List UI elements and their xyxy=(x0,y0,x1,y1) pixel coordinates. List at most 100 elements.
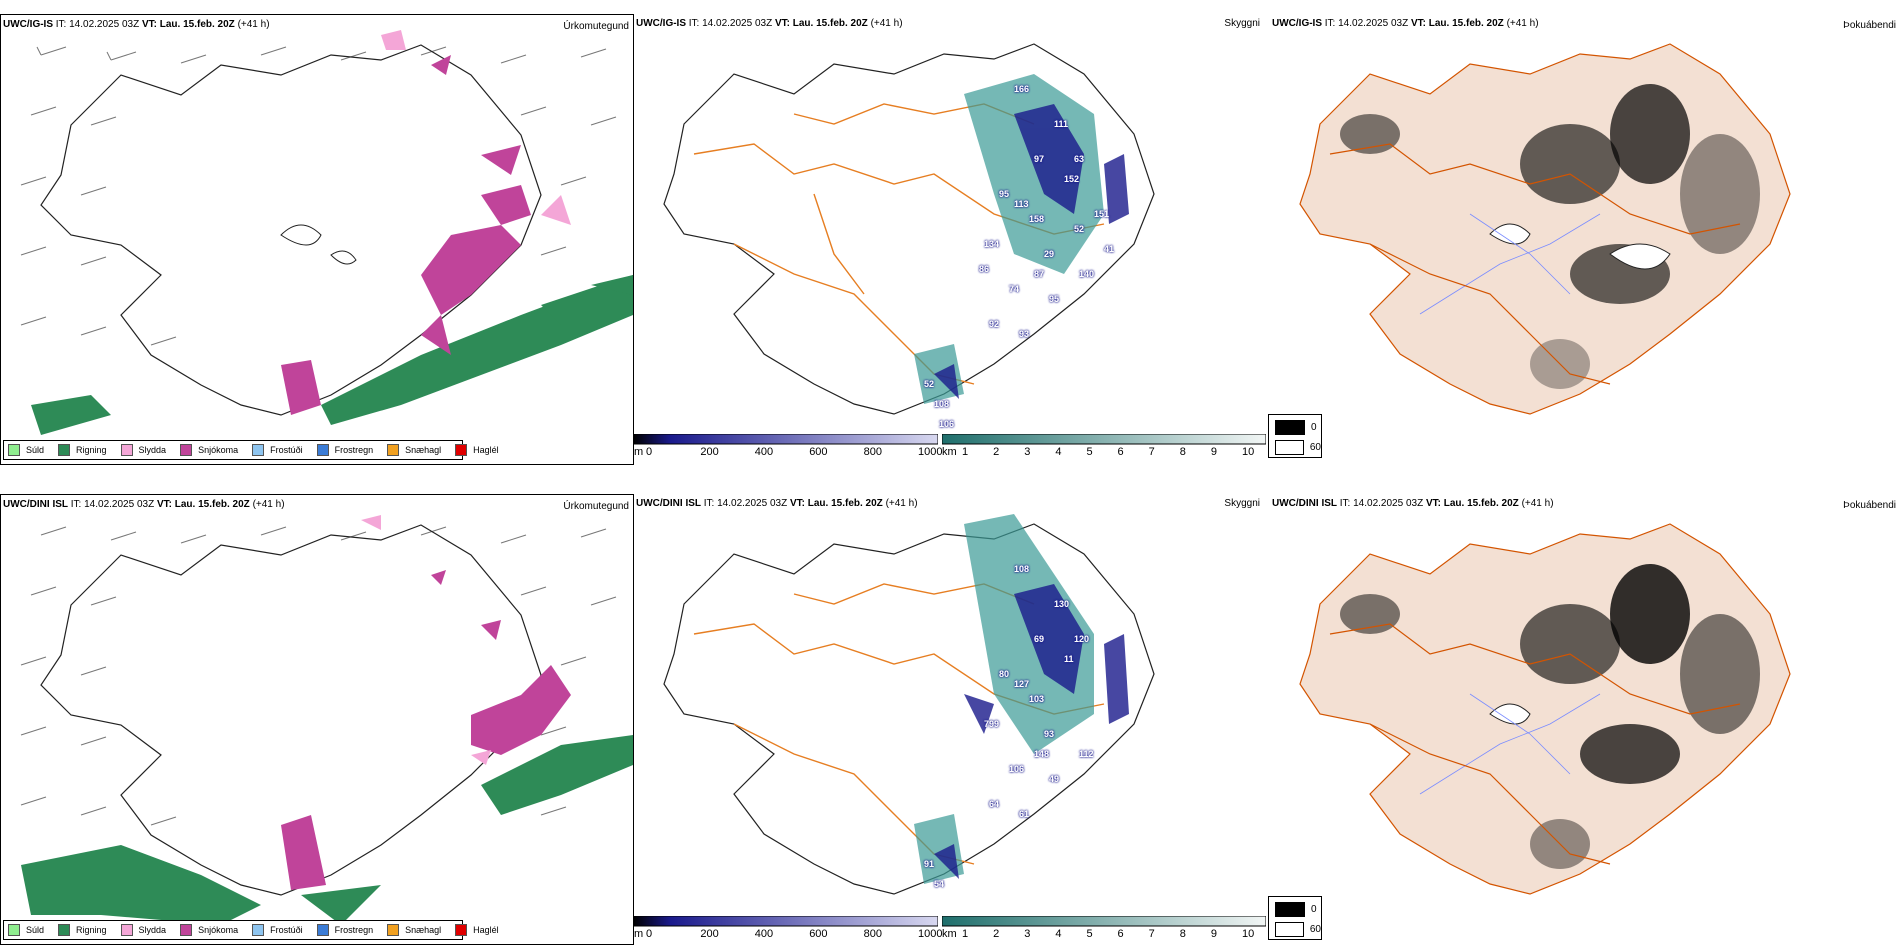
colorbar-tick-label: 7 xyxy=(1148,446,1155,458)
legend-item: Súld xyxy=(8,924,44,936)
it-label: IT: xyxy=(703,498,715,509)
vis-value-label: 54 xyxy=(934,879,945,889)
vis-value-label: 11 xyxy=(1064,654,1074,664)
vis-value-label: 92 xyxy=(989,319,1000,329)
vis-value-label: 108 xyxy=(1014,564,1030,574)
vis-value-label: 87 xyxy=(1034,269,1045,279)
visibility-map-row2 xyxy=(663,514,1155,895)
colorbar-tick-label: 9 xyxy=(1210,928,1217,940)
elevation-unit: m xyxy=(634,446,644,458)
colorbar-tick-label: 5 xyxy=(1086,446,1093,458)
legend-item: Snjókoma xyxy=(180,924,238,936)
precip-type-panel-row1: UWC/IG-IS IT: 14.02.2025 03Z VT: Lau. 15… xyxy=(0,14,634,465)
colorbar-tick-label: 600 xyxy=(809,446,828,458)
fog-legend-row1: 0 60 xyxy=(1268,414,1322,458)
vis-value-label: 64 xyxy=(989,799,1000,809)
vis-value-label: 41 xyxy=(1104,244,1115,254)
visibility-unit: km xyxy=(942,928,957,940)
vis-value-label: 106 xyxy=(1009,764,1025,774)
it-value: 14.02.2025 03Z xyxy=(84,499,155,510)
colorbar-tick-label: 800 xyxy=(863,928,882,940)
rain-areas xyxy=(21,735,633,925)
colorbar-tick-label: 8 xyxy=(1179,928,1186,940)
vis-value-label: 93 xyxy=(1044,729,1055,739)
product-type: Skyggni xyxy=(1224,498,1260,509)
vis-value-label: 80 xyxy=(999,669,1010,679)
vis-value-label: 91 xyxy=(924,859,935,869)
panel-header: UWC/DINI ISL IT: 14.02.2025 03Z VT: Lau.… xyxy=(1272,498,1554,509)
legend-item: Slydda xyxy=(120,924,166,936)
colorbar-tick-label: 3 xyxy=(1024,928,1031,940)
lead-time: (+41 h) xyxy=(885,498,918,509)
visibility-colorbar-row2: km 1 2 3 4 5 6 7 8 9 10 xyxy=(941,915,1267,946)
it-label: IT: xyxy=(1339,498,1351,509)
vis-value-label: 151 xyxy=(1094,209,1110,219)
vis-value-label: 52 xyxy=(924,379,935,389)
legend-item: Haglél xyxy=(455,924,499,936)
legend-item: Rigning xyxy=(58,444,107,456)
it-label: IT: xyxy=(70,499,82,510)
visibility-unit: km xyxy=(942,446,957,458)
legend-item: Snæhagl xyxy=(387,924,441,936)
vis-value-label: 166 xyxy=(1014,84,1030,94)
vis-value-label: 52 xyxy=(1074,224,1085,234)
model-name: UWC/DINI ISL xyxy=(1272,498,1337,509)
model-name: UWC/DINI ISL xyxy=(3,499,68,510)
product-type: Úrkomutegund xyxy=(563,21,629,32)
fog-map-row2 xyxy=(1299,523,1791,895)
legend-item: Rigning xyxy=(58,924,107,936)
vis-value-label: 106 xyxy=(939,419,955,429)
lead-time: (+41 h) xyxy=(1506,18,1539,29)
elevation-colorbar-row2: m 0 200 400 600 800 1000 xyxy=(633,915,942,946)
colorbar-tick-label: 3 xyxy=(1024,446,1031,458)
elevation-colorbar-gradient xyxy=(633,915,939,927)
colorbar-tick-label: 4 xyxy=(1055,446,1062,458)
colorbar-tick-label: 6 xyxy=(1117,446,1124,458)
product-type: Þokuábendi xyxy=(1843,500,1896,511)
vis-value-label: 111 xyxy=(1054,119,1069,129)
vt-label: VT: xyxy=(774,18,790,29)
lead-time: (+41 h) xyxy=(870,18,903,29)
vt-label: VT: xyxy=(141,19,157,30)
product-type: Úrkomutegund xyxy=(563,501,629,512)
river-network xyxy=(1419,693,1601,795)
precip-map-row1 xyxy=(20,30,633,435)
colorbar-tick-label: 10 xyxy=(1242,446,1255,458)
sleet-areas xyxy=(381,30,571,225)
legend-item: Snjókoma xyxy=(180,444,238,456)
vis-value-label: 97 xyxy=(1034,154,1045,164)
visibility-colorbar-gradient xyxy=(941,433,1267,445)
legend-item: Frostúði xyxy=(252,924,303,936)
it-label: IT: xyxy=(688,18,700,29)
legend-item: Frostúði xyxy=(252,444,303,456)
precip-map-row2 xyxy=(20,515,633,925)
wind-barbs xyxy=(20,526,617,826)
product-type: Skyggni xyxy=(1224,18,1260,29)
elev-shading xyxy=(934,584,1129,879)
vis-value-label: 799 xyxy=(984,719,1000,729)
vt-label: VT: xyxy=(789,498,805,509)
fog-panel-row1: UWC/IG-IS IT: 14.02.2025 03Z VT: Lau. 15… xyxy=(1270,14,1900,465)
rain-areas xyxy=(31,275,633,435)
panel-header: UWC/IG-IS IT: 14.02.2025 03Z VT: Lau. 15… xyxy=(1272,18,1539,29)
colorbar-tick-label: 7 xyxy=(1148,928,1155,940)
vis-value-label: 93 xyxy=(1019,329,1030,339)
colorbar-tick-label: 5 xyxy=(1086,928,1093,940)
colorbar-tick-label: 1 xyxy=(962,446,969,458)
vt-value: Lau. 15.feb. 20Z xyxy=(174,499,250,510)
colorbar-tick-label: 10 xyxy=(1242,928,1255,940)
vis-value-label: 158 xyxy=(1029,214,1045,224)
colorbar-tick-label: 200 xyxy=(700,446,719,458)
colorbar-tick-label: 200 xyxy=(700,928,719,940)
vis-value-label: 130 xyxy=(1054,599,1070,609)
lead-time: (+41 h) xyxy=(237,19,270,30)
panel-header: UWC/IG-IS IT: 14.02.2025 03Z VT: Lau. 15… xyxy=(3,19,270,30)
vis-value-label: 86 xyxy=(979,264,990,274)
colorbar-tick-label: 2 xyxy=(993,928,1000,940)
iceland-outline xyxy=(40,524,542,896)
legend-item: Frostregn xyxy=(316,924,373,936)
vt-value: Lau. 15.feb. 20Z xyxy=(792,18,868,29)
colorbar-tick-label: 800 xyxy=(863,446,882,458)
colorbar-tick-label: 6 xyxy=(1117,928,1124,940)
snow-areas xyxy=(281,55,531,415)
